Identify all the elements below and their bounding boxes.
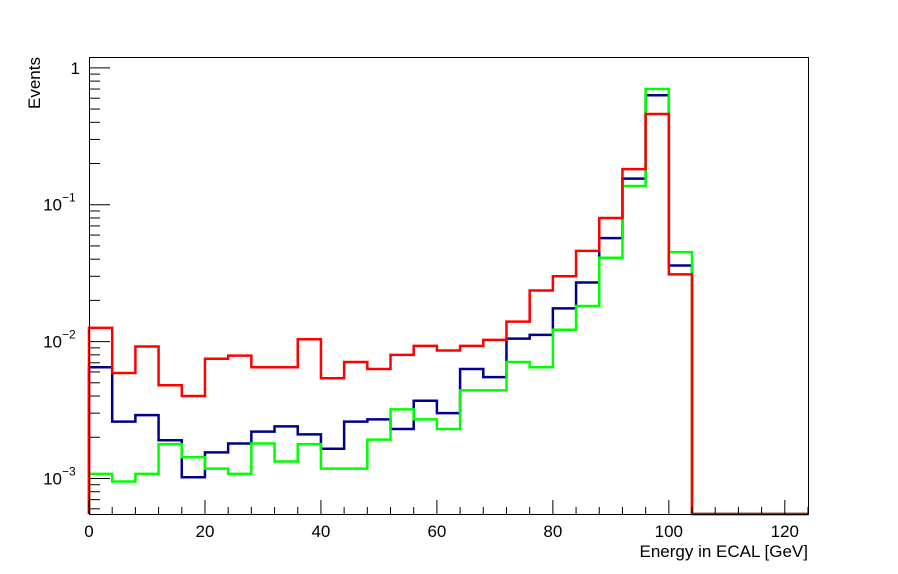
x-tick-label: 100 xyxy=(655,522,683,541)
y-tick-base: 10 xyxy=(43,333,62,352)
x-tick-label: 60 xyxy=(427,522,446,541)
y-axis: 10 −310 −210 −11 xyxy=(43,59,110,510)
x-tick-label: 120 xyxy=(771,522,799,541)
y-tick-exponent: −3 xyxy=(62,464,76,478)
y-tick-base: 10 xyxy=(43,469,62,488)
y-tick-base: 1 xyxy=(71,59,80,78)
y-tick-exponent: −1 xyxy=(62,191,76,205)
series-line-3 xyxy=(87,112,808,516)
y-axis-title: Events xyxy=(25,57,44,109)
y-tick-base: 10 xyxy=(43,196,62,215)
y-tick-label: 10 −1 xyxy=(43,191,76,215)
x-axis: 0 20 40 60 80 100 120 xyxy=(84,500,809,541)
y-tick-exponent: −2 xyxy=(62,328,76,342)
x-tick-label: 40 xyxy=(311,522,330,541)
x-axis-title: Energy in ECAL [GeV] xyxy=(639,542,808,561)
x-tick-label: 0 xyxy=(84,522,93,541)
y-tick-label: 10 −2 xyxy=(43,328,76,352)
series-layer xyxy=(87,87,808,516)
x-tick-label: 80 xyxy=(543,522,562,541)
x-tick-label: 20 xyxy=(196,522,215,541)
y-tick-label: 1 xyxy=(71,59,80,78)
y-tick-label: 10 −3 xyxy=(43,464,76,488)
plot-frame xyxy=(89,57,809,515)
